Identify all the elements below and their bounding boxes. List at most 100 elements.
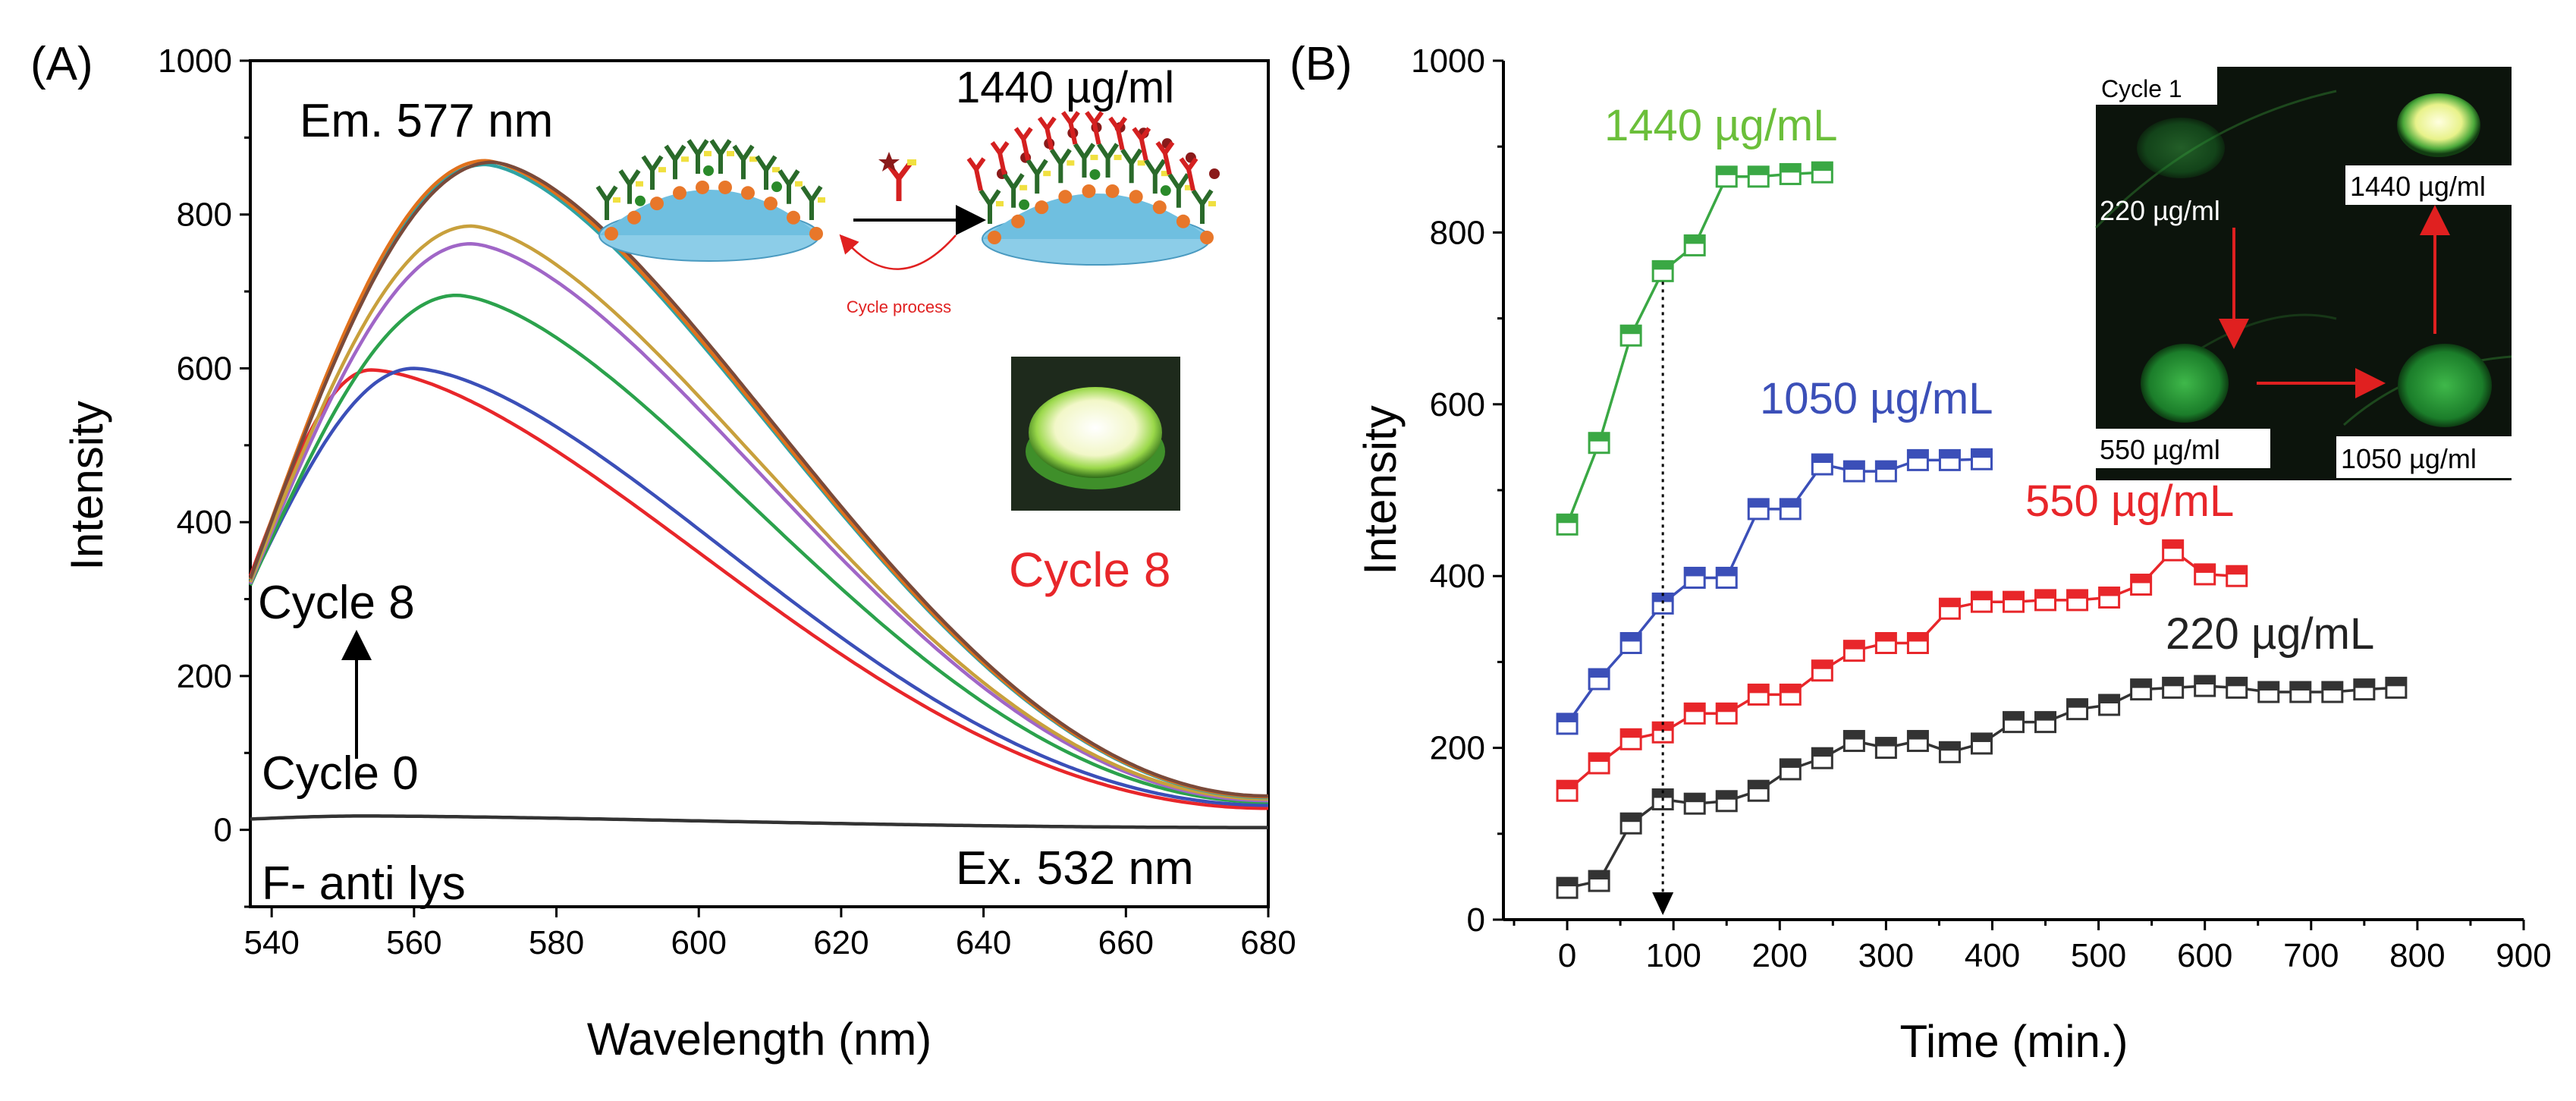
bead — [605, 227, 618, 241]
label-tag — [1161, 171, 1169, 177]
y-tick-label: 200 — [177, 658, 232, 695]
data-point — [1779, 683, 1802, 706]
annotation-ex: Ex. 532 nm — [956, 842, 1194, 895]
antigen — [990, 141, 1010, 175]
label-tag — [1184, 184, 1192, 190]
data-point — [1779, 162, 1802, 185]
fluor-star — [771, 181, 782, 193]
bead — [1058, 190, 1073, 204]
y-tick-label: 600 — [177, 350, 232, 387]
label-tag — [795, 181, 803, 187]
bead — [741, 186, 755, 200]
series-label-1440: 1440 µg/mL — [1604, 101, 1838, 150]
label-tag — [1208, 201, 1216, 206]
bead — [650, 197, 664, 211]
label-tag — [818, 197, 825, 203]
data-point — [1556, 779, 1579, 802]
data-point — [2289, 681, 2312, 703]
fluor-star — [1160, 185, 1171, 197]
x-tick-label: 200 — [1752, 937, 1808, 974]
antibody — [1144, 159, 1167, 194]
data-point — [1938, 448, 1961, 471]
label-tag — [613, 197, 620, 203]
bead — [1200, 231, 1214, 244]
panel-a-ylabel: Intensity — [61, 401, 112, 570]
panel-b-ylabel: Intensity — [1355, 405, 1406, 574]
data-point — [2257, 681, 2280, 703]
antibody — [800, 185, 823, 220]
x-tick-label: 600 — [2177, 937, 2232, 974]
data-point — [1747, 498, 1770, 521]
antigen — [1108, 116, 1128, 150]
antigen — [1179, 157, 1198, 191]
panel-a: (A) 540 560 580 600 620 640 660 680 0 200 400 600 80… — [30, 38, 1296, 1065]
data-point — [1715, 702, 1738, 725]
y-tick-label: 0 — [1467, 901, 1485, 939]
spectrum-line-cycle-2 — [248, 366, 1268, 807]
bead — [1035, 200, 1049, 215]
series-line-2 — [1566, 548, 2237, 792]
bead — [809, 227, 823, 241]
antibody — [641, 155, 664, 190]
data-point — [1842, 460, 1865, 483]
label-tag — [772, 167, 780, 173]
inset-photo — [2094, 67, 2512, 480]
y-tick-label: 1000 — [1411, 42, 1485, 80]
data-point — [1715, 790, 1738, 813]
antibody — [755, 155, 778, 190]
inset-label-550: 550 µg/ml — [2100, 434, 2220, 465]
antibody — [664, 144, 686, 180]
antibody — [618, 169, 641, 204]
x-tick-label: 600 — [671, 924, 727, 961]
antigen — [1085, 111, 1104, 145]
data-point — [1938, 741, 1961, 763]
series-label-1050: 1050 µg/mL — [1760, 374, 1993, 423]
data-point — [2066, 698, 2089, 721]
y-tick-label: 800 — [1430, 214, 1485, 251]
annotation-cycle8-photo: Cycle 8 — [1009, 543, 1170, 597]
data-point — [1747, 683, 1770, 706]
antibody — [1097, 143, 1120, 178]
bead — [1129, 190, 1143, 204]
fluor-star — [1089, 168, 1101, 180]
label-tag — [1137, 160, 1145, 166]
bead — [1176, 214, 1190, 228]
antigen-star — [1209, 168, 1220, 179]
inset-label-220: 220 µg/ml — [2100, 195, 2220, 226]
schematic-before — [595, 139, 825, 262]
cycle8-photo — [1011, 357, 1180, 511]
panel-b-xlabel: Time (min.) — [1899, 1016, 2128, 1067]
y-tick-label: 1000 — [158, 42, 232, 80]
x-tick-label: 900 — [2496, 937, 2551, 974]
antigen — [1037, 116, 1057, 150]
bead — [1082, 184, 1096, 198]
data-point — [1874, 737, 1897, 760]
label-tag — [1019, 184, 1028, 190]
data-point — [2003, 711, 2025, 734]
annotation-em: Em. 577 nm — [300, 95, 553, 147]
data-point — [1619, 728, 1642, 750]
data-point — [1842, 730, 1865, 753]
bead — [1152, 200, 1167, 215]
inset-label-1050: 1050 µg/ml — [2341, 443, 2477, 474]
data-point — [1811, 453, 1833, 476]
label-tag — [681, 156, 689, 162]
spectrum-line-cycle-5 — [248, 224, 1268, 801]
spectrum-line-cycle-8 — [248, 160, 1268, 798]
schematic-after — [966, 111, 1220, 266]
panel-b-ticks: 0 100 200 300 400 500 600 700 800 900 0 200 400 600 80… — [1411, 42, 2552, 974]
bead — [1011, 214, 1026, 228]
label-tag — [1043, 171, 1051, 177]
data-point — [2353, 678, 2376, 701]
label-tag — [727, 150, 734, 156]
panel-a-ticks: 540 560 580 600 620 640 660 680 0 200 400 600 800 100… — [158, 42, 1296, 961]
data-point — [1588, 870, 1610, 892]
x-tick-label: 500 — [2071, 937, 2126, 974]
inset-dot-550 — [2141, 344, 2229, 423]
fluor-star — [703, 165, 714, 176]
antibody — [732, 144, 755, 180]
data-point — [2385, 676, 2408, 699]
fluor-star — [1019, 199, 1030, 210]
data-point — [2098, 694, 2121, 716]
data-point — [1715, 165, 1738, 188]
